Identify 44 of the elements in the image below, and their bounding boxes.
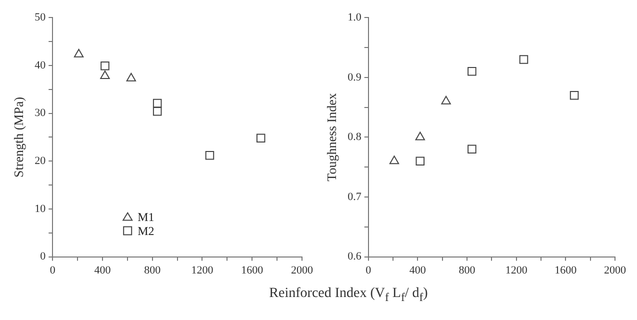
x-tick-label: 1600 <box>554 264 578 276</box>
y-tick-label: 50 <box>34 11 46 24</box>
legend-label: M2 <box>138 224 154 238</box>
y-tick-label: 0.6 <box>348 250 362 263</box>
x-tick-label: 1200 <box>191 264 214 276</box>
y-tick-label: 0 <box>40 250 46 263</box>
point <box>74 48 84 58</box>
x-axis-title: Reinforced Index (V$_{f}$ L$_{f}$/ d$_{f}$) <box>268 286 429 304</box>
point <box>415 132 425 140</box>
x-tick-label: 1200 <box>505 264 528 276</box>
y-axis-title: Toughness Index <box>324 92 340 182</box>
legend-label: M1 <box>138 210 154 224</box>
y-tick-label: 0.7 <box>348 190 362 203</box>
point <box>441 96 451 104</box>
x-tick-label: 400 <box>94 264 112 276</box>
x-tick-label: 2000 <box>291 264 314 276</box>
x-tick-label: 800 <box>458 264 476 276</box>
point <box>256 134 266 143</box>
point <box>126 72 136 82</box>
x-tick-label: 1600 <box>241 264 264 276</box>
point <box>468 144 476 154</box>
y-tick-label: 0.8 <box>348 131 362 144</box>
point <box>152 106 162 116</box>
point <box>570 90 579 100</box>
point <box>416 156 425 166</box>
point <box>205 150 214 160</box>
y-tick-label: 10 <box>34 202 46 215</box>
point <box>152 98 162 108</box>
y-tick-label: 1.0 <box>348 11 362 24</box>
y-axis-title: Strength (MPa) <box>11 96 26 178</box>
x-tick-label: 800 <box>144 264 162 276</box>
point <box>389 156 400 164</box>
y-tick-label: 20 <box>34 155 46 168</box>
x-tick-label: 0 <box>50 264 56 276</box>
x-tick-label: 2000 <box>604 264 626 276</box>
y-tick-label: 0.9 <box>348 71 362 84</box>
x-tick-label: 400 <box>409 264 426 276</box>
point <box>468 67 476 76</box>
point <box>100 62 110 70</box>
point <box>100 70 110 79</box>
x-tick-label: 0 <box>366 264 372 276</box>
y-tick-label: 30 <box>34 107 46 120</box>
y-tick-label: 40 <box>34 59 46 72</box>
point <box>519 55 528 64</box>
